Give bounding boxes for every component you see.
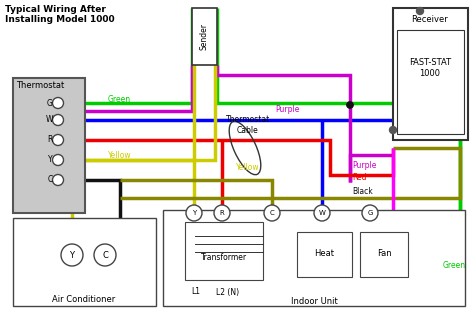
Circle shape (362, 205, 378, 221)
Text: Thermostat: Thermostat (16, 81, 64, 89)
Bar (13, 78, 85, 213)
Text: Purple: Purple (275, 106, 300, 114)
Circle shape (53, 135, 64, 145)
Circle shape (186, 205, 202, 221)
Circle shape (53, 174, 64, 185)
Text: Green: Green (443, 260, 466, 270)
Text: Y: Y (48, 155, 53, 165)
Circle shape (53, 155, 64, 166)
Text: C: C (48, 175, 53, 185)
Circle shape (214, 205, 230, 221)
Text: R: R (47, 136, 53, 144)
Circle shape (53, 98, 64, 108)
Circle shape (347, 102, 353, 108)
Text: W: W (319, 210, 326, 216)
Circle shape (53, 114, 64, 125)
Bar (360, 232, 408, 277)
Bar (192, 8, 217, 65)
Text: Indoor Unit: Indoor Unit (291, 297, 337, 307)
Text: Fan: Fan (377, 250, 392, 258)
Bar (393, 8, 468, 140)
Bar (185, 222, 263, 280)
Text: Air Conditioner: Air Conditioner (52, 295, 116, 305)
Circle shape (264, 205, 280, 221)
Text: G: G (367, 210, 373, 216)
Text: Y: Y (192, 210, 196, 216)
Text: Thermostat
Cable: Thermostat Cable (226, 115, 270, 135)
Text: Sender: Sender (200, 22, 209, 50)
Text: Red: Red (352, 173, 366, 183)
Bar (297, 232, 352, 277)
Circle shape (314, 205, 330, 221)
Circle shape (390, 126, 396, 133)
Text: Green: Green (108, 94, 131, 104)
Bar (163, 210, 465, 306)
Text: Heat: Heat (314, 250, 334, 258)
Text: L1: L1 (191, 288, 201, 296)
Circle shape (61, 244, 83, 266)
Text: W: W (46, 116, 53, 125)
Bar (397, 30, 464, 134)
Bar (13, 218, 156, 306)
Text: Receiver: Receiver (411, 15, 448, 25)
Text: R: R (219, 210, 224, 216)
Circle shape (94, 244, 116, 266)
Text: L2 (N): L2 (N) (217, 288, 239, 296)
Circle shape (347, 102, 353, 108)
Text: Y: Y (70, 251, 74, 259)
Text: C: C (102, 251, 108, 259)
Text: Black: Black (352, 186, 373, 196)
Circle shape (417, 8, 423, 15)
Text: FAST-STAT
1000: FAST-STAT 1000 (409, 58, 451, 78)
Text: G: G (47, 99, 53, 107)
Text: Purple: Purple (352, 161, 376, 169)
Text: Transformer: Transformer (201, 252, 247, 262)
Text: C: C (270, 210, 274, 216)
Text: Yellow: Yellow (236, 163, 260, 173)
Text: Yellow: Yellow (108, 151, 132, 161)
Text: Typical Wiring After
Installing Model 1000: Typical Wiring After Installing Model 10… (5, 5, 115, 24)
